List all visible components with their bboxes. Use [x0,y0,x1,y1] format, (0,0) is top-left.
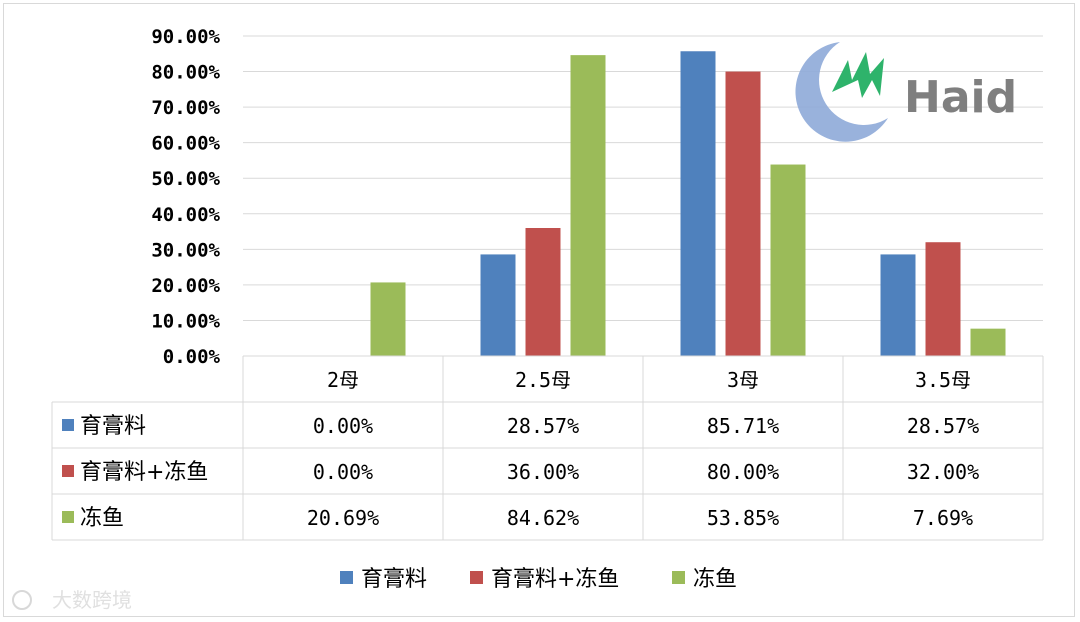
y-tick-label: 30.00% [151,239,220,261]
y-tick-label: 80.00% [151,62,220,84]
table-series-label: 育膏料 [80,414,146,439]
y-tick-label: 40.00% [151,204,220,226]
y-tick-label: 70.00% [151,97,220,119]
y-tick-label: 20.00% [151,275,220,297]
watermark-icon [12,590,32,610]
data-label: 28.57% [507,414,579,438]
y-tick-label: 60.00% [151,133,220,155]
category-label: 3母 [727,368,759,392]
table-series-label: 育膏料+冻鱼 [80,460,208,485]
data-label: 36.00% [507,460,579,484]
bars [370,51,1006,357]
haid-logo: Haid [795,42,1017,142]
logo-grass [832,52,884,98]
logo-crescent [795,42,888,142]
legend-key [340,571,353,584]
bar [925,242,961,356]
table-legend-key [62,419,74,431]
bar [680,51,716,357]
data-label: 0.00% [313,460,373,484]
legend: 育膏料 育膏料+冻鱼 冻鱼 [340,567,737,592]
data-label: 32.00% [907,460,979,484]
legend-key [470,571,483,584]
bar [725,71,761,357]
legend-label: 冻鱼 [693,567,737,592]
data-label: 20.69% [307,506,379,530]
table-legend-key [62,465,74,477]
bar [370,282,406,356]
y-tick-label: 90.00% [151,26,220,48]
category-label: 2.5母 [515,368,571,392]
y-axis: 0.00% 10.00% 20.00% 30.00% 40.00% 50.00% 60.00… [151,26,220,368]
category-label: 2母 [327,368,359,392]
data-label: 7.69% [913,506,973,530]
legend-label: 育膏料 [361,567,427,592]
bar [570,55,606,357]
logo-text: Haid [904,72,1017,123]
legend-key [672,571,685,584]
data-label: 0.00% [313,414,373,438]
bar [480,254,516,356]
data-label: 28.57% [907,414,979,438]
legend-label: 育膏料+冻鱼 [491,567,619,592]
data-label: 80.00% [707,460,779,484]
y-tick-label: 10.00% [151,310,220,332]
watermark-text: 大数跨境 [52,588,132,612]
data-label: 53.85% [707,506,779,530]
watermark: 大数跨境 [12,588,132,612]
category-label: 3.5母 [915,368,971,392]
data-label: 85.71% [707,414,779,438]
bar [970,328,1006,356]
bar [525,228,561,356]
bar [880,254,916,356]
y-tick-label: 50.00% [151,168,220,190]
y-tick-label: 0.00% [163,346,221,368]
table-legend-key [62,511,74,523]
data-label: 84.62% [507,506,579,530]
table-series-label: 冻鱼 [80,506,124,531]
bar [770,164,806,356]
